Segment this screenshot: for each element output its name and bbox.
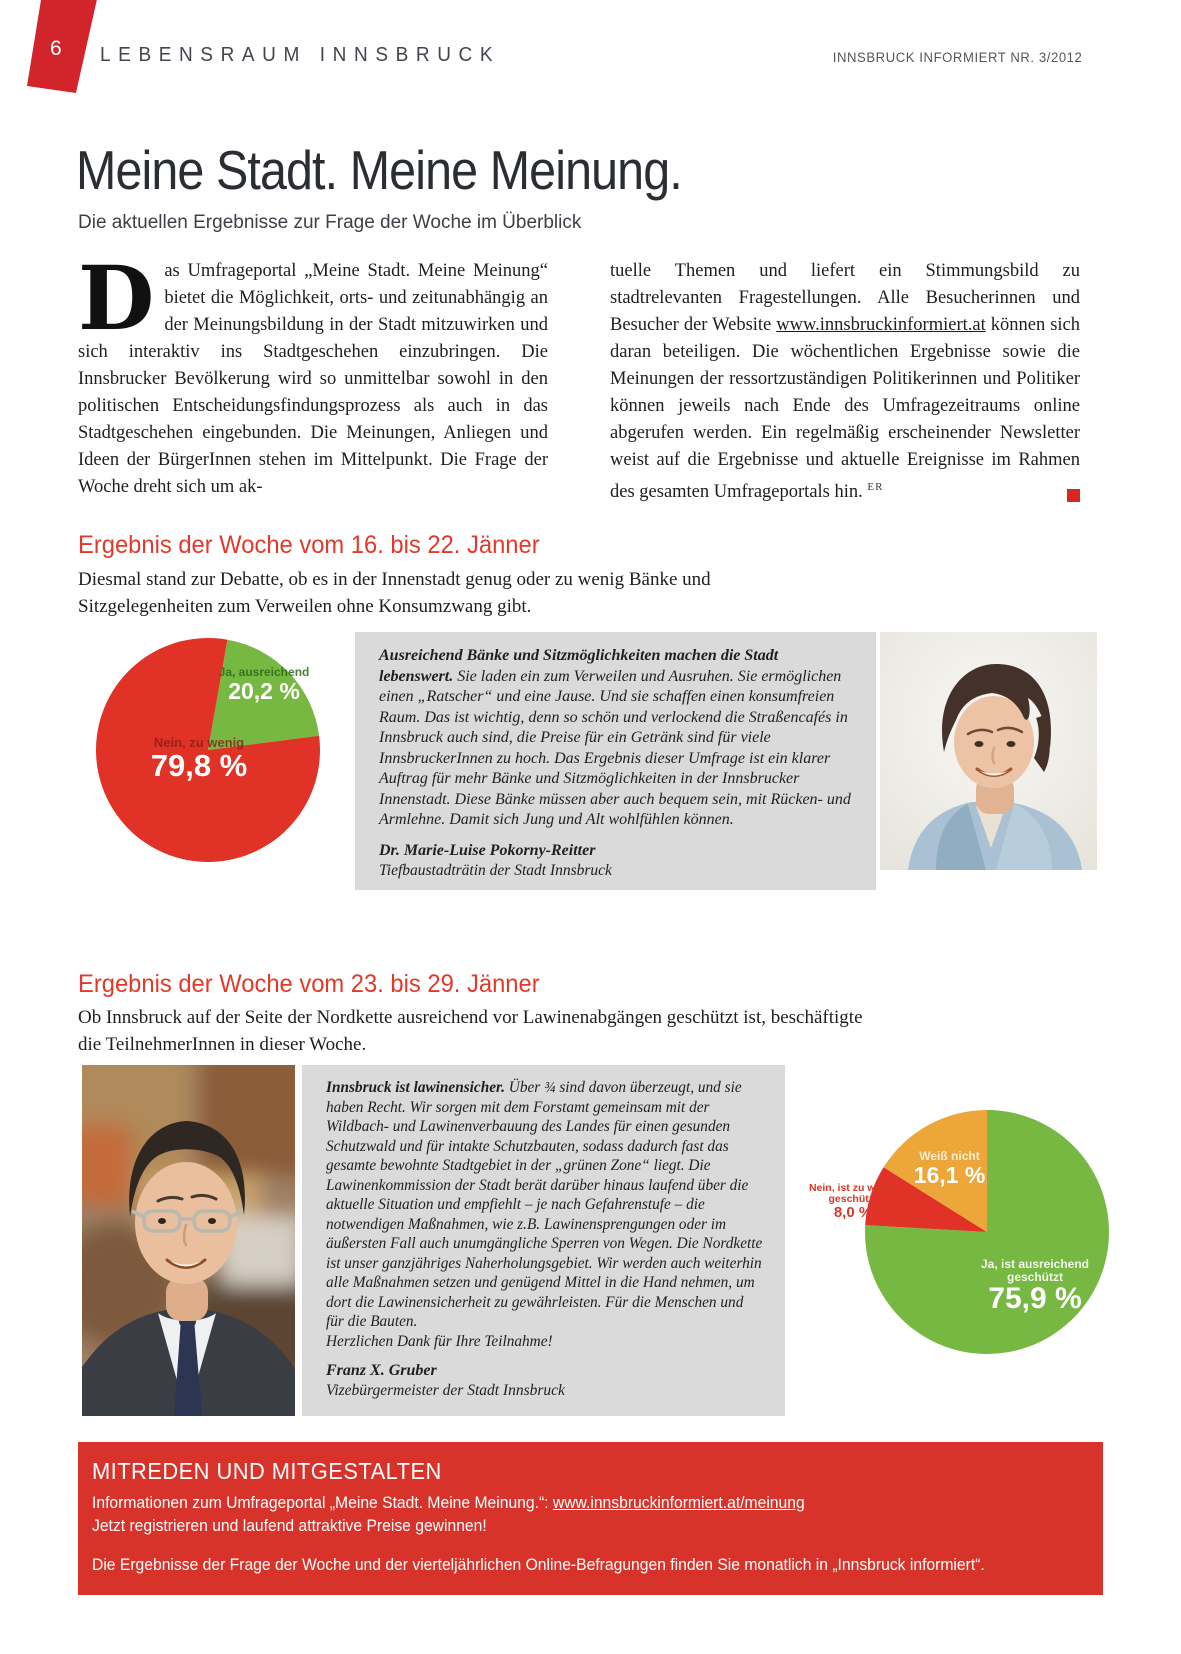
footer-info-line: Informationen zum Umfrageportal „Meine S… — [92, 1494, 1032, 1513]
footer-callout-box: MITREDEN UND MITGESTALTEN Informationen … — [78, 1442, 1103, 1595]
pie-slice — [865, 1167, 987, 1232]
intro-text-left: as Umfrageportal „Meine Stadt. Meine Mei… — [78, 261, 548, 497]
issue-info: INNSBRUCK INFORMIERT NR. 3/2012 — [832, 50, 1082, 65]
footer-results-line: Die Ergebnisse der Frage der Woche und d… — [92, 1556, 985, 1574]
pie2-label-nein: Nein, ist zu wenig geschützt 8,0 % — [808, 1182, 898, 1222]
quote-week1-author-role: Tiefbaustadträtin der Stadt Innsbruck — [379, 862, 612, 879]
footer-heading: MITREDEN UND MITGESTALTEN — [92, 1458, 442, 1484]
pie-slice — [865, 1110, 1109, 1354]
page-number: 6 — [50, 37, 62, 60]
article-title: Meine Stadt. Meine Meinung. — [76, 139, 683, 201]
website-link[interactable]: www.innsbruckinformiert.at — [776, 315, 986, 335]
week2-intro: Ob Innsbruck auf der Seite der Nordkette… — [78, 1007, 863, 1055]
footer-content: MITREDEN UND MITGESTALTEN Informationen … — [92, 1458, 1032, 1575]
footer-register-line: Jetzt registrieren und laufend attraktiv… — [92, 1517, 487, 1535]
intro-dropcap: D — [78, 246, 155, 350]
quote-week1-author: Dr. Marie-Luise Pokorny-Reitter — [379, 841, 596, 859]
quote-week2-author: Franz X. Gruber — [326, 1362, 437, 1379]
week2-heading: Ergebnis der Woche vom 23. bis 29. Jänne… — [78, 970, 540, 998]
footer-info-label: Informationen zum Umfrageportal „Meine S… — [92, 1494, 549, 1512]
pie-slice — [96, 638, 320, 862]
quote-week2-text: Innsbruck ist lawinensicher. Über ¾ sind… — [326, 1078, 765, 1332]
week1-intro: Diesmal stand zur Debatte, ob es in der … — [78, 569, 711, 617]
pie-slice — [208, 639, 320, 750]
week1-heading: Ergebnis der Woche vom 16. bis 22. Jänne… — [78, 531, 540, 559]
quote-week2-author-role: Vizebürgermeister der Stadt Innsbruck — [326, 1381, 565, 1399]
page-number-tab: 6 — [27, 0, 97, 93]
article-subtitle: Die aktuellen Ergebnisse zur Frage der W… — [78, 212, 582, 233]
quote-week2-body: Über ¾ sind davon überzeugt, und sie hab… — [326, 1079, 763, 1330]
pie1-label-nein: Nein, zu wenig 79,8 % — [150, 735, 248, 783]
pie2-label-ja: Ja, ist ausreichend geschützt 75,9 % — [980, 1257, 1090, 1316]
quote-week1-body: Sie laden ein zum Verweilen und Ausruhen… — [379, 667, 851, 829]
pie2-label-weiss-nicht: Weiß nicht 16,1 % — [913, 1149, 986, 1188]
intro-column-right: tuelle Themen und liefert ein Stimmungsb… — [610, 258, 1080, 506]
portrait-man-illustration — [82, 1065, 295, 1416]
quote-week1-lead: Ausreichend Bänke und Sitzmöglichkeiten … — [379, 647, 779, 685]
article-end-mark — [1067, 489, 1080, 503]
portrait-woman-illustration — [880, 632, 1097, 870]
portrait-photo-pokorny-reitter — [880, 632, 1097, 870]
footer-info-link[interactable]: www.innsbruckinformiert.at/meinung — [552, 1494, 805, 1512]
pie1-label-ja: Ja, ausreichend 20,2 % — [218, 665, 310, 704]
section-title: LEBENSRAUM INNSBRUCK — [100, 44, 501, 66]
quote-box-week2: Innsbruck ist lawinensicher. Über ¾ sind… — [302, 1065, 785, 1416]
quote-week2-lead: Innsbruck ist lawinensicher. — [326, 1079, 505, 1096]
portrait-photo-gruber — [82, 1065, 295, 1416]
pie-chart-week1: Ja, ausreichend 20,2 % Nein, zu wenig 79… — [96, 638, 320, 862]
pie-chart-week2: Weiß nicht 16,1 % Ja, ist ausreichend ge… — [809, 1110, 1109, 1354]
pie-slice — [883, 1110, 987, 1232]
intro-text-right-2: können sich daran beteiligen. Die wöchen… — [610, 315, 1081, 503]
quote-week2-thanks: Herzlichen Dank für Ihre Teilnahme! — [326, 1332, 553, 1350]
author-initials: ER — [867, 481, 884, 493]
quote-week1-text: Ausreichend Bänke und Sitzmöglichkeiten … — [379, 646, 854, 831]
quote-box-week1: Ausreichend Bänke und Sitzmöglichkeiten … — [355, 632, 876, 890]
intro-text-right-1: tuelle Themen und liefert ein Stimmungsb… — [610, 261, 1080, 335]
